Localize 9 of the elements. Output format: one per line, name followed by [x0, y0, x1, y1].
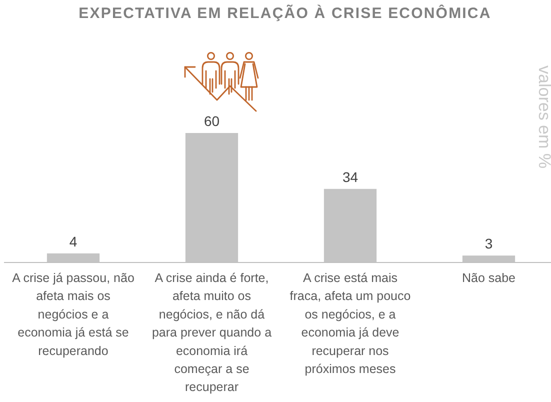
x-tick-label: Não sabe: [462, 271, 516, 285]
data-label: 4: [69, 233, 78, 250]
data-label: 34: [342, 168, 358, 185]
data-label: 3: [484, 236, 493, 252]
x-tick-label: A crise ainda é forte, afeta muito os negócios, e não dá para prever quando a economia irá começar a se recuperar: [152, 271, 272, 394]
x-tick-label: A crise está mais fraca, afeta um pouco os negócios, e a economia já deve recuperar nos próximos meses: [290, 271, 411, 376]
data-label: 60: [204, 113, 220, 129]
chart-title: EXPECTATIVA EM RELAÇÃO À CRISE ECONÔMICA: [78, 4, 492, 22]
x-tick-label: A crise já passou, não afeta mais os negócios e a economia já está se recuperando: [12, 271, 134, 358]
